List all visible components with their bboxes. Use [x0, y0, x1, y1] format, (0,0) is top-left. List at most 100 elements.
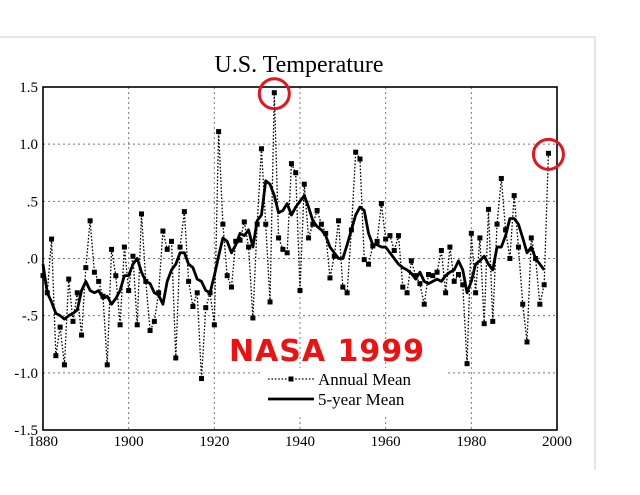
- annual-point-1961: [387, 233, 393, 239]
- annual-point-1973: [438, 247, 444, 253]
- annual-point-1918: [203, 305, 209, 311]
- annual-point-1885: [61, 362, 67, 368]
- annual-point-1905: [147, 328, 153, 334]
- annual-point-1950: [340, 284, 346, 290]
- annual-point-1912: [177, 244, 183, 250]
- annual-point-1967: [413, 273, 419, 279]
- annual-point-1953: [353, 149, 359, 155]
- annual-point-1916: [194, 290, 200, 296]
- annual-point-1915: [190, 304, 196, 310]
- annual-point-1895: [104, 362, 110, 368]
- annual-point-1908: [160, 228, 166, 234]
- annual-point-1907: [156, 290, 162, 296]
- highlight-circle-1934: [257, 77, 291, 111]
- x-tick-label: 1940: [285, 434, 315, 450]
- annual-point-1942: [306, 235, 312, 241]
- annual-point-1889: [79, 332, 85, 338]
- y-tick-label: .0: [27, 252, 38, 268]
- annual-point-1897: [113, 273, 119, 279]
- y-tick-label: 1.0: [19, 137, 38, 153]
- y-axis-ticks: 1.5 1.0 .5 .0 -.5 -1.0 -1.5: [14, 80, 38, 439]
- annual-point-1888: [74, 290, 80, 296]
- annual-point-1997: [541, 282, 547, 288]
- annual-point-1886: [66, 276, 72, 282]
- annual-point-1951: [344, 290, 350, 296]
- annual-point-1972: [434, 269, 440, 275]
- annual-point-1966: [408, 258, 414, 264]
- annual-point-1911: [173, 355, 179, 361]
- annual-point-1975: [447, 244, 453, 250]
- annual-point-1983: [481, 321, 487, 327]
- annual-point-1900: [126, 288, 132, 294]
- annual-point-1976: [451, 278, 457, 284]
- annual-point-1994: [528, 235, 534, 241]
- x-tick-label: 1920: [199, 434, 229, 450]
- annual-point-1917: [198, 376, 204, 382]
- legend-mean-label: 5-year Mean: [318, 390, 405, 409]
- annual-point-1958: [374, 238, 380, 244]
- annual-point-1977: [455, 272, 461, 278]
- annual-point-1896: [109, 246, 115, 252]
- annual-point-1944: [314, 207, 320, 213]
- annual-point-1939: [293, 170, 299, 176]
- legend-annual-marker: [288, 376, 294, 382]
- annual-point-1959: [378, 201, 384, 207]
- chart-title: U.S. Temperature: [214, 52, 383, 78]
- plot-frame: [42, 86, 558, 431]
- annual-point-1926: [237, 237, 243, 243]
- y-tick-label: 1.5: [19, 80, 38, 96]
- annual-point-1960: [383, 236, 389, 242]
- annual-point-1940: [297, 288, 303, 294]
- annual-point-1979: [464, 361, 470, 367]
- annual-point-1922: [220, 221, 226, 227]
- highlight-circle-1998: [531, 137, 565, 171]
- annual-point-1890: [83, 265, 89, 271]
- annual-point-1921: [216, 129, 222, 135]
- annual-point-1956: [366, 261, 372, 267]
- annual-point-1883: [53, 353, 59, 359]
- y-tick-label: .5: [27, 194, 38, 210]
- annual-point-1989: [507, 256, 513, 261]
- x-tick-label: 1960: [371, 434, 401, 450]
- annual-point-1910: [169, 238, 174, 244]
- annual-point-1936: [280, 246, 286, 252]
- x-tick-label: 1880: [28, 434, 58, 450]
- annual-point-1984: [485, 206, 491, 212]
- series-5-year-mean: [41, 179, 546, 321]
- x-axis-ticks: 1880 1900 1920 1940 1960 1980 2000: [28, 434, 572, 450]
- nasa-stamp: NASA 1999: [229, 334, 425, 369]
- annual-point-1929: [250, 315, 256, 321]
- annual-point-1949: [336, 218, 342, 224]
- five-year-mean-line: [41, 179, 546, 321]
- x-tick-label: 2000: [542, 434, 572, 450]
- annual-point-1998: [545, 150, 551, 156]
- annual-point-1903: [139, 211, 145, 217]
- annual-point-1985: [490, 318, 496, 324]
- annual-point-1968: [417, 281, 423, 287]
- annual-point-1935: [276, 235, 282, 241]
- annual-point-1974: [443, 290, 449, 296]
- annual-point-1941: [301, 181, 307, 187]
- annual-point-1993: [524, 339, 530, 345]
- legend: Annual Mean 5-year Mean: [268, 370, 412, 409]
- y-tick-label: -1.5: [14, 423, 38, 439]
- annual-point-1965: [404, 290, 410, 296]
- annual-point-1943: [310, 221, 316, 227]
- annual-point-1934: [271, 90, 277, 96]
- annual-point-1913: [181, 209, 187, 215]
- annual-point-1901: [130, 253, 136, 259]
- annual-point-1978: [460, 282, 466, 288]
- annual-point-1882: [49, 236, 55, 242]
- annual-point-1884: [57, 324, 63, 330]
- annual-point-1991: [515, 244, 521, 250]
- annual-point-1892: [91, 269, 97, 275]
- annual-point-1909: [164, 246, 170, 252]
- annual-point-1924: [228, 284, 234, 290]
- annual-point-1902: [134, 322, 140, 328]
- annual-point-1980: [468, 230, 474, 236]
- annual-point-1927: [241, 219, 247, 225]
- annual-point-1955: [361, 257, 367, 263]
- annual-point-1992: [520, 301, 526, 307]
- annual-point-1899: [121, 244, 127, 250]
